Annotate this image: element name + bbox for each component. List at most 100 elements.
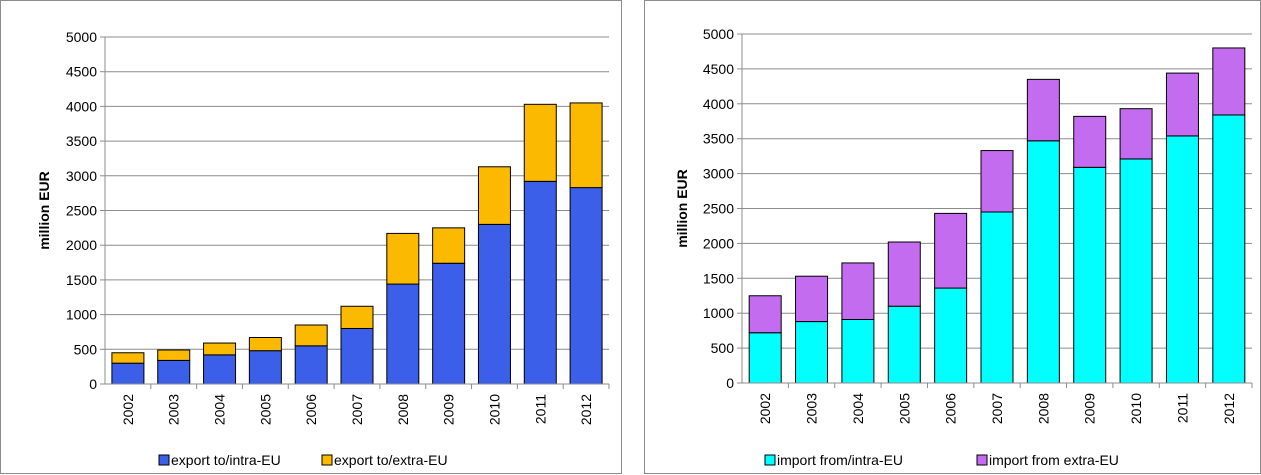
y-tick-label: 500: [74, 341, 98, 357]
bar-intra-eu-2003: [795, 321, 829, 384]
bar-intra-eu-2011: [1165, 135, 1199, 384]
x-tick-label: 2003: [804, 393, 820, 424]
y-tick-label: 2000: [703, 235, 734, 251]
y-tick-label: 3500: [66, 133, 97, 149]
x-tick-label: 2004: [212, 394, 228, 425]
x-tick-label: 2004: [850, 393, 866, 424]
bar-intra-eu-2009: [432, 262, 466, 385]
x-tick-label: 2002: [120, 394, 136, 425]
x-tick-label: 2010: [1128, 393, 1144, 424]
bar-intra-eu-2002: [748, 332, 782, 384]
y-tick-label: 1000: [703, 305, 734, 321]
legend-label: import from extra-EU: [989, 452, 1119, 468]
x-tick-label: 2010: [486, 394, 502, 425]
x-tick-label: 2006: [303, 394, 319, 425]
y-tick-label: 2500: [703, 201, 734, 217]
bar-intra-eu-2007: [980, 211, 1014, 384]
bar-extra-eu-2009: [1073, 115, 1107, 168]
bar-extra-eu-2006: [934, 212, 968, 289]
bar-extra-eu-2010: [1119, 108, 1153, 160]
y-tick-label: 5000: [703, 26, 734, 42]
x-tick-label: 2008: [395, 394, 411, 425]
x-tick-label: 2009: [441, 394, 457, 425]
x-tick-label: 2002: [757, 393, 773, 424]
y-tick-label: 0: [89, 376, 97, 392]
chart-0-plot: 0 500 1000 1500 2000 2500 3000 3500 4000 4500 5000…: [36, 29, 610, 468]
x-tick-label: 2006: [943, 393, 959, 424]
x-tick-label: 2009: [1082, 393, 1098, 424]
import-chart: 0 500 1000 1500 2000 2500 3000 3500 4000 4500 5000…: [674, 26, 1253, 468]
y-tick-label: 1000: [66, 307, 97, 323]
y-tick-label: 3000: [66, 168, 97, 184]
x-tick-label: 2012: [578, 394, 594, 425]
y-tick-label: 500: [711, 340, 735, 356]
x-tick-label: 2012: [1221, 393, 1237, 424]
bar-extra-eu-2004: [203, 342, 237, 356]
x-tick-label: 2011: [532, 394, 548, 424]
y-tick-label: 1500: [66, 272, 97, 288]
chart-1-plot: 0 500 1000 1500 2000 2500 3000 3500 4000 4500 5000…: [674, 26, 1253, 468]
x-tick-label: 2003: [166, 394, 182, 425]
bar-extra-eu-2005: [248, 337, 282, 352]
legend-label: export to/intra-EU: [171, 452, 281, 468]
y-tick-label: 2000: [66, 237, 97, 253]
bar-intra-eu-2010: [1119, 158, 1153, 384]
bar-intra-eu-2008: [1026, 140, 1060, 384]
bar-intra-eu-2009: [1073, 166, 1107, 384]
y-tick-label: 1500: [703, 270, 734, 286]
bar-intra-eu-2002: [111, 362, 145, 385]
legend-label: import from/intra-EU: [777, 452, 903, 468]
legend-label: export to/extra-EU: [334, 452, 448, 468]
y-tick-label: 4000: [66, 98, 97, 114]
bar-extra-eu-2006: [294, 324, 328, 347]
legend-swatch: [764, 454, 776, 466]
y-tick-label: 4000: [703, 96, 734, 112]
bar-intra-eu-2012: [1212, 114, 1246, 384]
bar-intra-eu-2004: [841, 318, 875, 384]
bar-extra-eu-2005: [887, 241, 921, 307]
bar-extra-eu-2002: [111, 352, 145, 364]
bar-extra-eu-2003: [795, 275, 829, 323]
export-chart-panel: 0 500 1000 1500 2000 2500 3000 3500 4000 4500 5000…: [0, 0, 622, 474]
bar-intra-eu-2007: [340, 327, 374, 385]
bar-extra-eu-2002: [748, 295, 782, 334]
bar-extra-eu-2010: [477, 166, 511, 225]
bar-extra-eu-2011: [523, 103, 557, 182]
bar-intra-eu-2004: [203, 354, 237, 385]
bar-intra-eu-2010: [477, 223, 511, 385]
bar-extra-eu-2008: [1026, 78, 1060, 142]
y-tick-label: 5000: [66, 29, 97, 45]
legend-swatch: [321, 454, 333, 466]
bar-extra-eu-2003: [157, 349, 191, 361]
bar-extra-eu-2012: [569, 102, 603, 189]
legend-swatch: [158, 454, 170, 466]
bar-intra-eu-2003: [157, 359, 191, 385]
bar-extra-eu-2007: [340, 305, 374, 329]
bar-extra-eu-2011: [1165, 72, 1199, 137]
y-tick-label: 3500: [703, 131, 734, 147]
bar-intra-eu-2006: [934, 287, 968, 384]
bar-extra-eu-2007: [980, 150, 1014, 213]
bar-extra-eu-2012: [1212, 47, 1246, 116]
x-tick-label: 2007: [349, 394, 365, 425]
bar-intra-eu-2006: [294, 345, 328, 385]
x-tick-label: 2011: [1174, 393, 1190, 423]
x-tick-label: 2008: [1035, 393, 1051, 424]
y-tick-label: 0: [726, 375, 734, 391]
bar-intra-eu-2011: [523, 180, 557, 385]
x-tick-label: 2005: [896, 393, 912, 424]
y-axis-title: million EUR: [36, 171, 52, 250]
y-tick-label: 2500: [66, 203, 97, 219]
y-tick-label: 4500: [66, 64, 97, 80]
x-tick-label: 2005: [257, 394, 273, 425]
bar-intra-eu-2012: [569, 187, 603, 385]
legend-swatch: [976, 454, 988, 466]
bar-intra-eu-2005: [887, 305, 921, 384]
y-axis-title: million EUR: [674, 169, 690, 248]
bar-extra-eu-2004: [841, 262, 875, 320]
bar-extra-eu-2009: [432, 227, 466, 264]
bar-intra-eu-2008: [386, 283, 420, 385]
bar-extra-eu-2008: [386, 232, 420, 285]
x-tick-label: 2007: [989, 393, 1005, 424]
y-tick-label: 3000: [703, 166, 734, 182]
